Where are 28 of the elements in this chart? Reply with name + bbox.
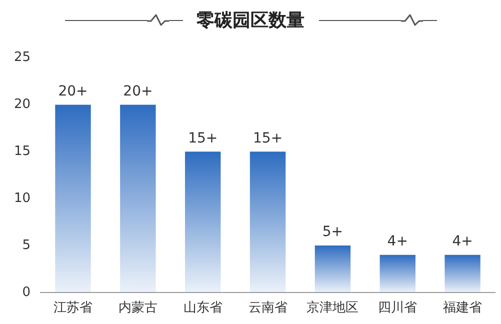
y-tick-label: 15 bbox=[14, 144, 31, 160]
y-tick-label: 10 bbox=[14, 190, 31, 206]
data-label: 4+ bbox=[387, 234, 408, 250]
y-tick-label: 20 bbox=[14, 97, 31, 112]
data-label: 5+ bbox=[322, 224, 344, 240]
bar bbox=[184, 152, 221, 292]
data-label: 20+ bbox=[123, 83, 153, 100]
data-label: 15+ bbox=[188, 130, 218, 146]
bar bbox=[55, 104, 91, 292]
bar bbox=[120, 104, 156, 292]
chart-title: 零碳园区数量 bbox=[196, 9, 304, 32]
x-tick-label: 福建省 bbox=[443, 300, 482, 316]
data-label: 15+ bbox=[253, 130, 283, 146]
x-tick-label: 四川省 bbox=[378, 300, 418, 316]
x-tick-label: 江苏省 bbox=[54, 300, 93, 316]
x-tick-label: 京津地区 bbox=[306, 300, 359, 316]
bar bbox=[250, 152, 286, 292]
y-tick-label: 25 bbox=[14, 50, 31, 66]
x-tick-label: 山东省 bbox=[183, 300, 222, 316]
y-tick-label: 5 bbox=[22, 238, 31, 253]
bar bbox=[380, 254, 416, 292]
data-label: 20+ bbox=[58, 83, 88, 100]
x-tick-label: 云南省 bbox=[248, 300, 288, 316]
x-tick-label: 内蒙古 bbox=[118, 300, 158, 316]
bar bbox=[444, 254, 480, 292]
y-tick-label: 0 bbox=[22, 284, 31, 300]
bar bbox=[314, 245, 351, 292]
data-label: 4+ bbox=[452, 234, 473, 250]
